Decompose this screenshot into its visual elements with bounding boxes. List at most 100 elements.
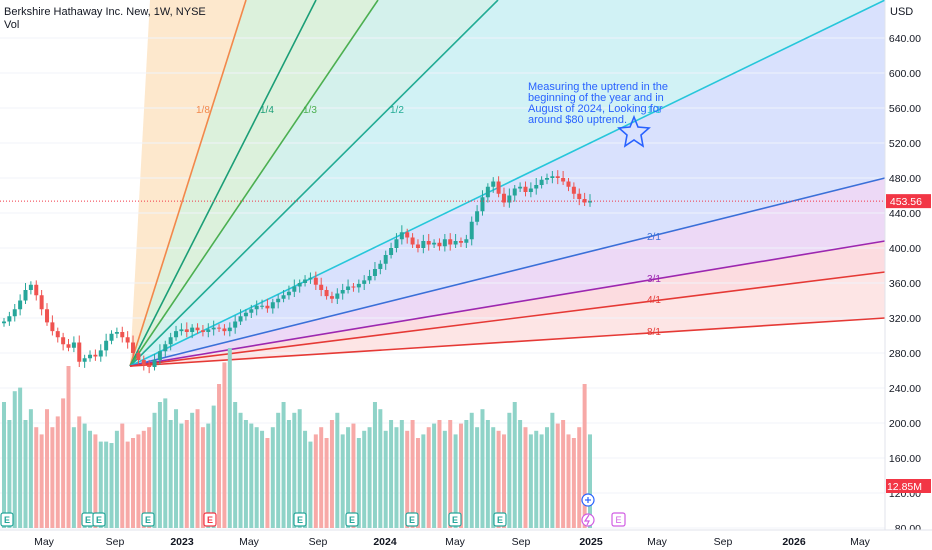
candle-body (512, 188, 517, 196)
volume-bar (179, 423, 184, 528)
candle-body (222, 328, 227, 332)
volume-bar (227, 348, 232, 528)
candle-body (475, 211, 480, 222)
candle-body (453, 241, 458, 245)
price-tick-label: 200.00 (889, 418, 921, 430)
volume-bar (539, 434, 544, 528)
volume-bar (131, 438, 136, 528)
volume-bar (200, 427, 205, 528)
volume-bar (501, 434, 506, 528)
candle-body (566, 181, 571, 187)
earnings-marker-label: E (497, 515, 503, 525)
volume-bar (61, 398, 66, 528)
candle-body (131, 342, 136, 353)
candle-body (98, 350, 103, 357)
price-tick-label: 240.00 (889, 383, 921, 395)
candle-body (378, 263, 383, 269)
volume-bar (163, 398, 168, 528)
earnings-marker-label: E (409, 515, 415, 525)
candle-body (93, 354, 98, 357)
candle-body (588, 201, 592, 203)
volume-bar (356, 438, 361, 528)
candle-body (362, 280, 367, 284)
volume-bar (45, 409, 50, 528)
price-tick-label: 160.00 (889, 453, 921, 465)
gann-fan-line (129, 240, 886, 367)
time-axis[interactable]: May Sep 2023 May Sep 2024 May Sep 2025 May Sep 2026… (0, 529, 932, 550)
volume-bar (190, 412, 195, 528)
price-tick-label: 520.00 (889, 138, 921, 150)
volume-bar (464, 420, 469, 528)
candle-body (71, 342, 76, 348)
gann-fan-line (129, 0, 499, 367)
candle-body (39, 295, 44, 310)
last-volume-tag (886, 479, 931, 493)
volume-indicator-label[interactable]: Vol (4, 19, 20, 31)
volume-bar (238, 412, 243, 528)
candle-body (496, 181, 501, 194)
volume-bar (66, 366, 71, 528)
candle-body (442, 239, 447, 247)
price-axis-bg (885, 0, 932, 532)
price-tick-label: 600.00 (889, 68, 921, 80)
candle-body (507, 195, 512, 203)
volume-bar (432, 423, 437, 528)
price-axis[interactable]: 640.00 600.00 560.00 520.00 480.00 440.00 400.… (884, 0, 932, 535)
volume-bar (174, 409, 179, 528)
gann-fan-label: 4/1 (647, 295, 661, 306)
candle-body (340, 290, 345, 294)
candle-body (389, 248, 394, 255)
volume-bar (195, 409, 200, 528)
volume-bar (534, 430, 539, 528)
volume-bar (426, 427, 431, 528)
candle-body (534, 185, 539, 189)
volume-bar (544, 427, 549, 528)
volume-bar (104, 441, 109, 528)
volume-bar (93, 434, 98, 528)
volume-bar (141, 430, 146, 528)
volume-bar (512, 402, 517, 528)
chart-title[interactable]: Berkshire Hathaway Inc. New, 1W, NYSE (4, 6, 206, 18)
candle-body (329, 296, 334, 299)
gann-fan-line (129, 0, 247, 367)
candle-body (308, 277, 313, 280)
volume-bar (157, 402, 162, 528)
volume-bar (82, 423, 87, 528)
volume-bar (415, 438, 420, 528)
time-tick-label: Sep (309, 536, 328, 548)
candle-body (539, 179, 544, 185)
volume-bar (270, 427, 275, 528)
time-tick-label: 2024 (373, 536, 397, 548)
last-price-tag (886, 194, 931, 209)
volume-bar (2, 402, 6, 528)
volume-bar (88, 430, 93, 528)
volume-bar (582, 384, 587, 528)
gann-fan-label: 8/1 (647, 327, 661, 338)
candle-body (286, 291, 291, 296)
candle-body (544, 178, 549, 180)
gann-fan-label: 1/3 (303, 105, 317, 116)
last-volume-value: 12.85M (887, 481, 922, 493)
candle-body (571, 186, 576, 194)
volume-bar (77, 416, 82, 528)
candle-body (399, 232, 404, 240)
earnings-marker-label: E (207, 515, 213, 525)
volume-bar (286, 420, 291, 528)
volume-bar (55, 416, 60, 528)
annotation-note[interactable]: Measuring the uptrend in the beginning o… (528, 81, 669, 126)
volume-bar (23, 420, 28, 528)
volume-bar (125, 441, 130, 528)
time-tick-label: Sep (106, 536, 125, 548)
volume-bar (329, 420, 334, 528)
volume-bar (217, 384, 222, 528)
candle-body (136, 353, 141, 360)
candle-body (432, 242, 437, 245)
earnings-marker-label: E (452, 515, 458, 525)
volume-bar (308, 441, 313, 528)
time-tick-label: Sep (512, 536, 531, 548)
volume-bars (2, 348, 592, 528)
currency-label[interactable]: USD (890, 6, 914, 18)
star-icon (617, 114, 651, 148)
volume-bar (313, 434, 318, 528)
